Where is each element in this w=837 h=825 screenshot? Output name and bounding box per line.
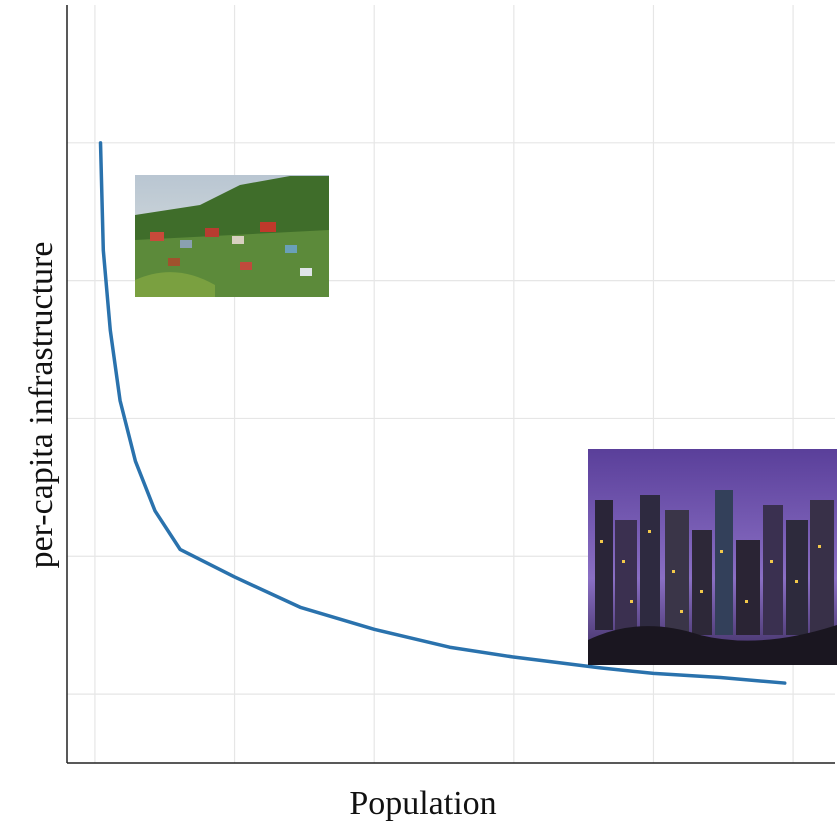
x-axis-label: Population: [349, 785, 496, 822]
city-image: [588, 449, 837, 665]
y-axis-label: per-capita infrastructure: [23, 242, 60, 569]
chart: Population per-capita infrastructure: [0, 0, 837, 825]
village-image: [135, 175, 329, 297]
